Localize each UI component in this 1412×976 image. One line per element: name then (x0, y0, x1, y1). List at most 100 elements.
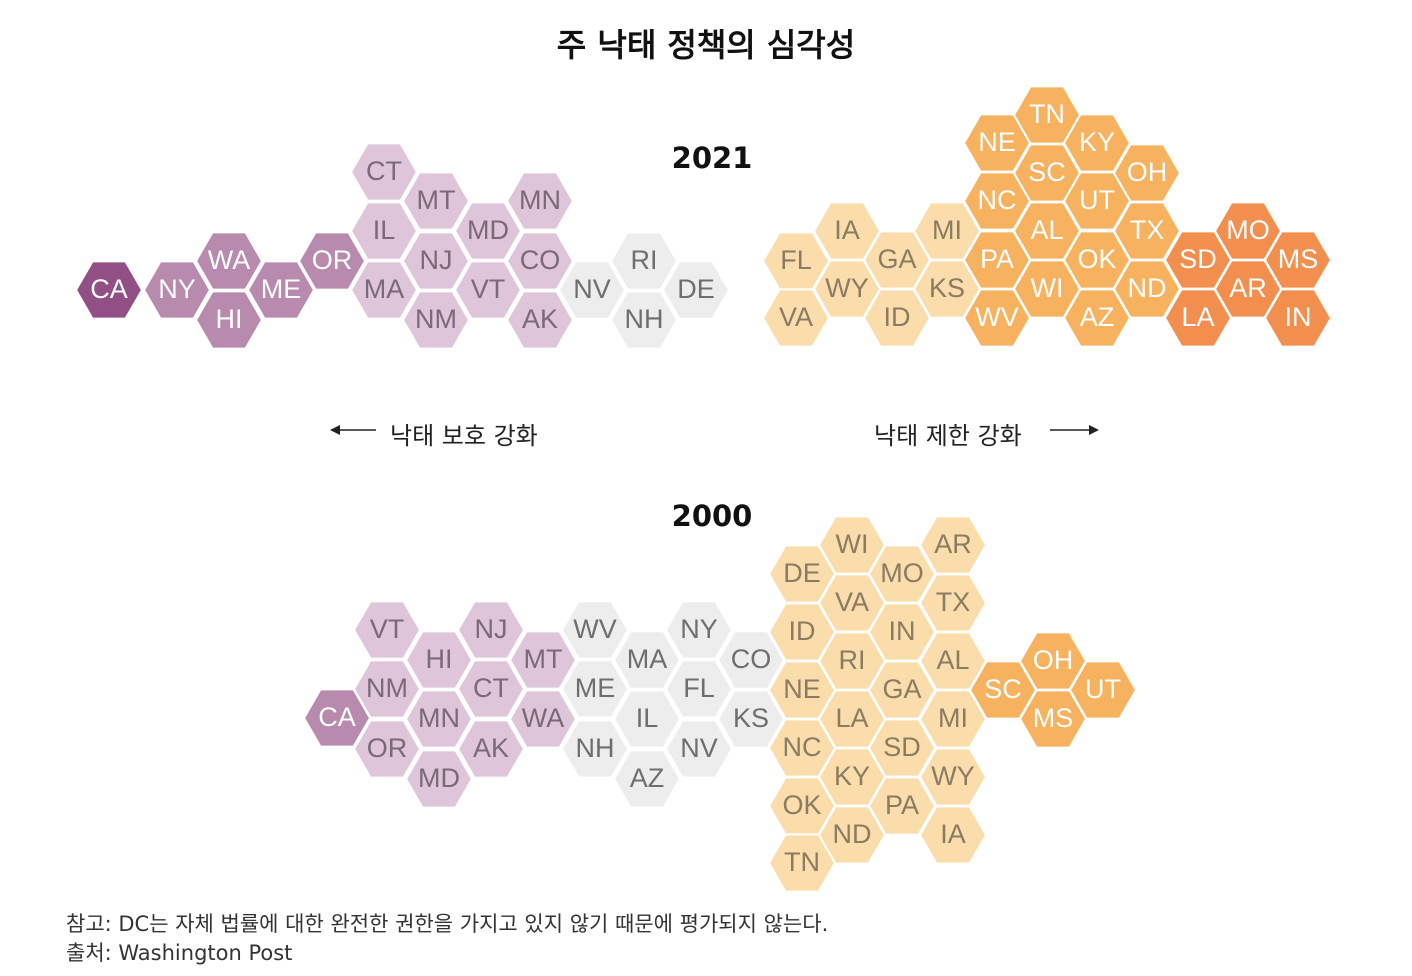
state-label: NV (573, 274, 611, 304)
state-hex-nm: NM (352, 659, 422, 719)
state-label: OR (367, 733, 408, 763)
state-label: IL (636, 703, 659, 733)
state-hex-id: ID (862, 288, 932, 348)
state-hex-shape (142, 260, 212, 320)
state-label: VT (471, 274, 506, 304)
state-label: MN (519, 185, 561, 215)
state-hex-mo: MO (1213, 201, 1283, 261)
state-label: NJ (420, 245, 453, 275)
state-label: NV (680, 733, 718, 763)
footnote-note: 참고: DC는 자체 법률에 대한 완전한 권한을 가지고 있지 않기 때문에 … (66, 912, 829, 936)
state-hex-oh: OH (1018, 631, 1088, 691)
state-label: MN (418, 703, 460, 733)
state-hex-shape (453, 201, 523, 261)
state-hex-shape (716, 630, 786, 690)
state-label: OR (312, 245, 353, 275)
state-hex-shape (609, 231, 679, 291)
state-hex-shape (661, 260, 731, 320)
state-label: FL (780, 245, 812, 275)
state-label: NH (576, 733, 615, 763)
state-hex-shape (505, 231, 575, 291)
state-hex-wa: WA (194, 231, 264, 291)
state-label: VA (779, 302, 813, 332)
state-hex-in: IN (867, 602, 937, 662)
state-label: ID (884, 302, 911, 332)
state-label: NY (158, 274, 196, 304)
state-hex-shape (505, 171, 575, 231)
state-hex-or: OR (297, 231, 367, 291)
state-hex-ks: KS (912, 259, 982, 319)
state-hex-sc: SC (968, 660, 1038, 720)
state-hex-shape (404, 689, 474, 749)
state-hex-shape (761, 288, 831, 348)
state-label: MT (524, 644, 563, 674)
state-label: WA (208, 245, 251, 275)
state-label: DE (677, 274, 715, 304)
state-label: AZ (630, 763, 665, 793)
state-hex-ok: OK (1062, 230, 1132, 290)
state-hex-shape (1112, 259, 1182, 319)
state-label: KS (929, 273, 965, 303)
state-hex-de: DE (661, 260, 731, 320)
state-label: PA (885, 790, 919, 820)
state-hex-ri: RI (817, 631, 887, 691)
state-label: MO (1226, 215, 1270, 245)
state-hex-ct: CT (349, 142, 419, 202)
state-hex-shape (352, 719, 422, 779)
state-hex-tx: TX (918, 573, 988, 633)
state-label: MI (932, 215, 962, 245)
state-label: TN (1029, 99, 1065, 129)
state-hex-il: IL (349, 201, 419, 261)
state-label: IA (834, 215, 860, 245)
state-label: MA (364, 274, 405, 304)
state-hex-shape (557, 260, 627, 320)
state-hex-nj: NJ (401, 231, 471, 291)
state-label: OK (1077, 244, 1116, 274)
state-label: WV (975, 302, 1019, 332)
state-hex-shape (918, 805, 988, 865)
state-label: SC (984, 674, 1022, 704)
state-hex-de: DE (767, 544, 837, 604)
state-label: DE (783, 558, 821, 588)
state-label: HI (426, 644, 453, 674)
state-label: TX (936, 587, 971, 617)
state-hex-ri: RI (609, 231, 679, 291)
state-label: IN (1285, 302, 1312, 332)
state-hex-shape (505, 290, 575, 350)
state-hex-nv: NV (664, 719, 734, 779)
state-hex-ct: CT (456, 659, 526, 719)
state-hex-shape (194, 231, 264, 291)
state-hex-shape (401, 290, 471, 350)
state-label: IN (889, 616, 916, 646)
state-label: ID (789, 616, 816, 646)
state-hex-vt: VT (352, 600, 422, 660)
state-hex-nd: ND (817, 805, 887, 865)
state-hex-wy: WY (918, 747, 988, 807)
state-label: AL (936, 645, 969, 675)
state-hex-shape (612, 630, 682, 690)
state-hex-fl: FL (664, 659, 734, 719)
state-label: NY (680, 614, 718, 644)
state-label: RI (839, 645, 866, 675)
state-hex-shape (664, 600, 734, 660)
state-hex-nc: NC (962, 171, 1032, 231)
state-hex-shape (453, 260, 523, 320)
state-hex-mi: MI (918, 689, 988, 749)
state-hex-md: MD (404, 749, 474, 809)
state-hex-shape (612, 749, 682, 809)
state-label: IL (373, 215, 396, 245)
state-label: VA (835, 587, 869, 617)
state-hex-shape (560, 659, 630, 719)
state-hex-az: AZ (1062, 288, 1132, 348)
state-hex-tn: TN (1012, 85, 1082, 145)
state-label: UT (1079, 185, 1115, 215)
state-label: AL (1030, 215, 1063, 245)
state-hex-ak: AK (456, 719, 526, 779)
state-hex-nh: NH (560, 719, 630, 779)
state-hex-mn: MN (505, 171, 575, 231)
state-label: NH (625, 304, 664, 334)
state-label: GA (882, 674, 921, 704)
legend-arrow-right (1050, 425, 1099, 435)
state-hex-shape (508, 630, 578, 690)
state-hex-pa: PA (867, 776, 937, 836)
